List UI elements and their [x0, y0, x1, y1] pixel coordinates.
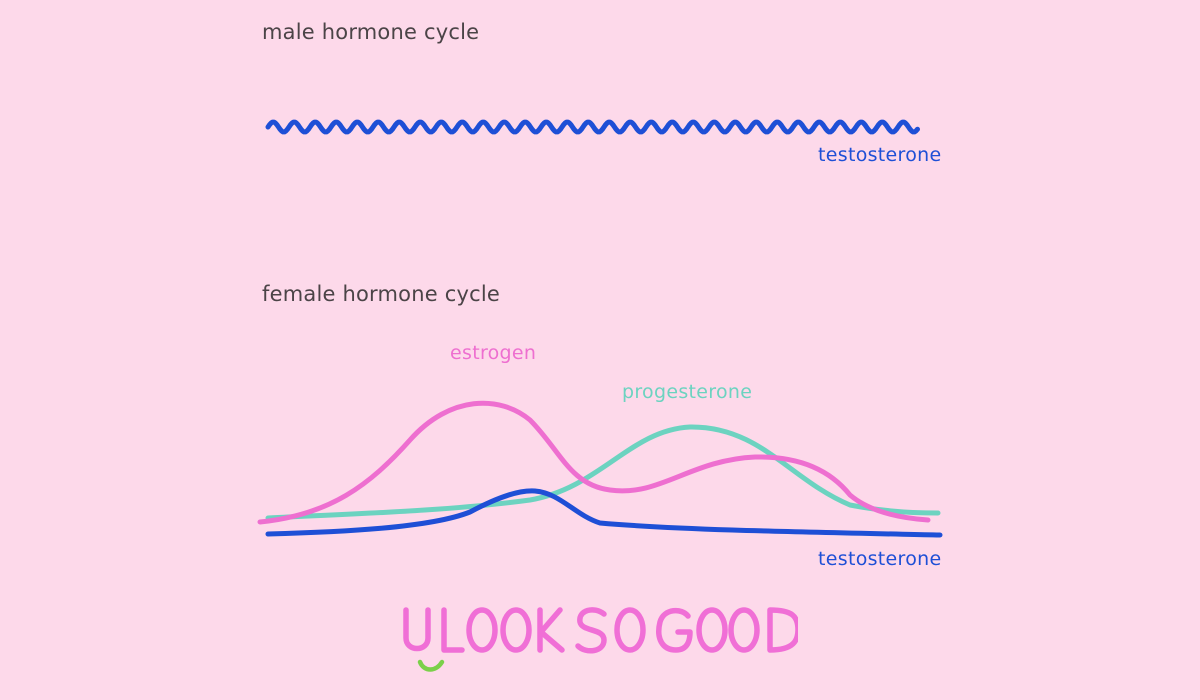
- progesterone-label: progesterone: [622, 381, 753, 403]
- male-testosterone-label: testosterone: [818, 144, 942, 166]
- estrogen-label: estrogen: [450, 342, 537, 364]
- estrogen-curve: [257, 400, 931, 525]
- female-cycle-title: female hormone cycle: [262, 282, 500, 306]
- female-testosterone-curve: [265, 488, 943, 538]
- male-cycle-title: male hormone cycle: [262, 20, 480, 44]
- u-look-so-good-caption: [403, 607, 798, 672]
- female-testosterone-label: testosterone: [818, 548, 942, 570]
- progesterone-curve: [265, 424, 941, 521]
- male-testosterone-curve: [265, 119, 920, 135]
- smile-mark-icon: [417, 659, 445, 672]
